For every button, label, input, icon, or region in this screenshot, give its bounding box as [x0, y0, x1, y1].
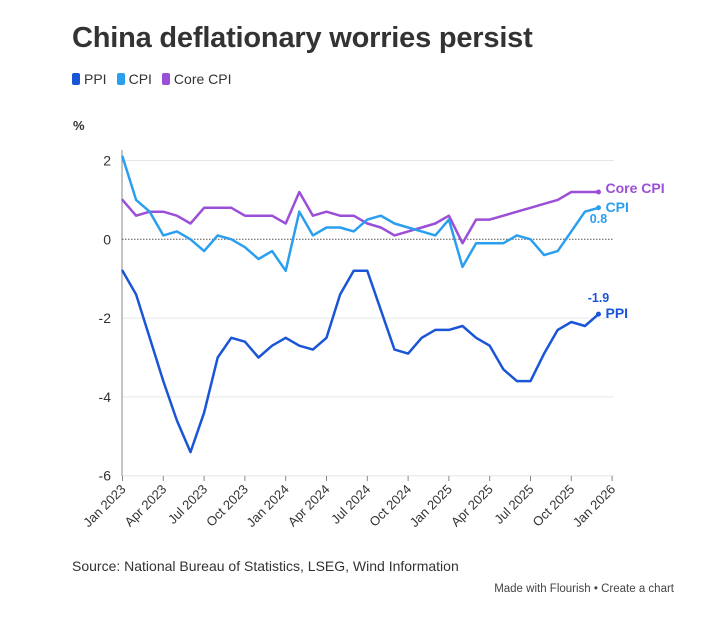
- end-point-core-cpi: [596, 189, 601, 195]
- y-tick-label: -4: [99, 389, 112, 405]
- x-tick-label: Apr 2023: [122, 482, 170, 530]
- credit-separator: •: [590, 583, 602, 595]
- value-label-cpi: 0.8: [590, 212, 607, 226]
- legend-swatch-cpi: [116, 73, 125, 85]
- y-tick-label: 0: [103, 231, 111, 247]
- made-with-flourish-link[interactable]: Made with Flourish: [494, 583, 591, 595]
- legend-label-core-cpi: Core CPI: [173, 71, 232, 87]
- y-tick-label: -6: [99, 468, 112, 484]
- series-line-ppi: [121, 269, 600, 454]
- flourish-credit: Made with Flourish • Create a chart: [494, 583, 674, 595]
- series-line-cpi: [121, 155, 600, 273]
- chart-title: China deflationary worries persist: [72, 22, 533, 54]
- x-tick-label: Oct 2024: [366, 482, 414, 530]
- y-tick-label: -2: [99, 310, 112, 326]
- x-tick-label: Jan 2025: [407, 482, 455, 530]
- legend-swatch-ppi: [72, 73, 80, 85]
- y-axis-unit-label: %: [73, 118, 85, 133]
- legend-item-ppi[interactable]: PPI: [72, 71, 107, 87]
- legend: PPI CPI Core CPI: [72, 71, 232, 87]
- x-tick-label: Oct 2025: [530, 482, 578, 530]
- legend-item-core-cpi[interactable]: Core CPI: [161, 71, 232, 87]
- series-line-core-cpi: [121, 190, 600, 245]
- end-label-ppi: PPI: [606, 305, 629, 321]
- x-tick-label: Apr 2025: [448, 482, 496, 530]
- create-chart-link[interactable]: Create a chart: [601, 583, 674, 595]
- legend-item-cpi[interactable]: CPI: [116, 71, 152, 87]
- x-tick-label: Jan 2023: [80, 482, 128, 530]
- x-tick-label: Oct 2023: [203, 482, 251, 530]
- x-tick-label: Jan 2026: [570, 482, 618, 530]
- y-tick-label: 2: [103, 153, 111, 169]
- x-tick-label: Jan 2024: [243, 482, 291, 530]
- end-point-ppi: [596, 311, 601, 317]
- end-label-core-cpi: Core CPI: [606, 180, 665, 196]
- x-tick-label: Apr 2024: [285, 482, 333, 530]
- legend-swatch-core-cpi: [161, 73, 170, 85]
- end-point-cpi: [596, 205, 601, 211]
- legend-label-cpi: CPI: [128, 71, 152, 87]
- end-label-cpi: CPI: [606, 199, 629, 215]
- legend-label-ppi: PPI: [84, 71, 107, 87]
- value-label-ppi: -1.9: [588, 291, 610, 305]
- source-note: Source: National Bureau of Statistics, L…: [72, 558, 459, 574]
